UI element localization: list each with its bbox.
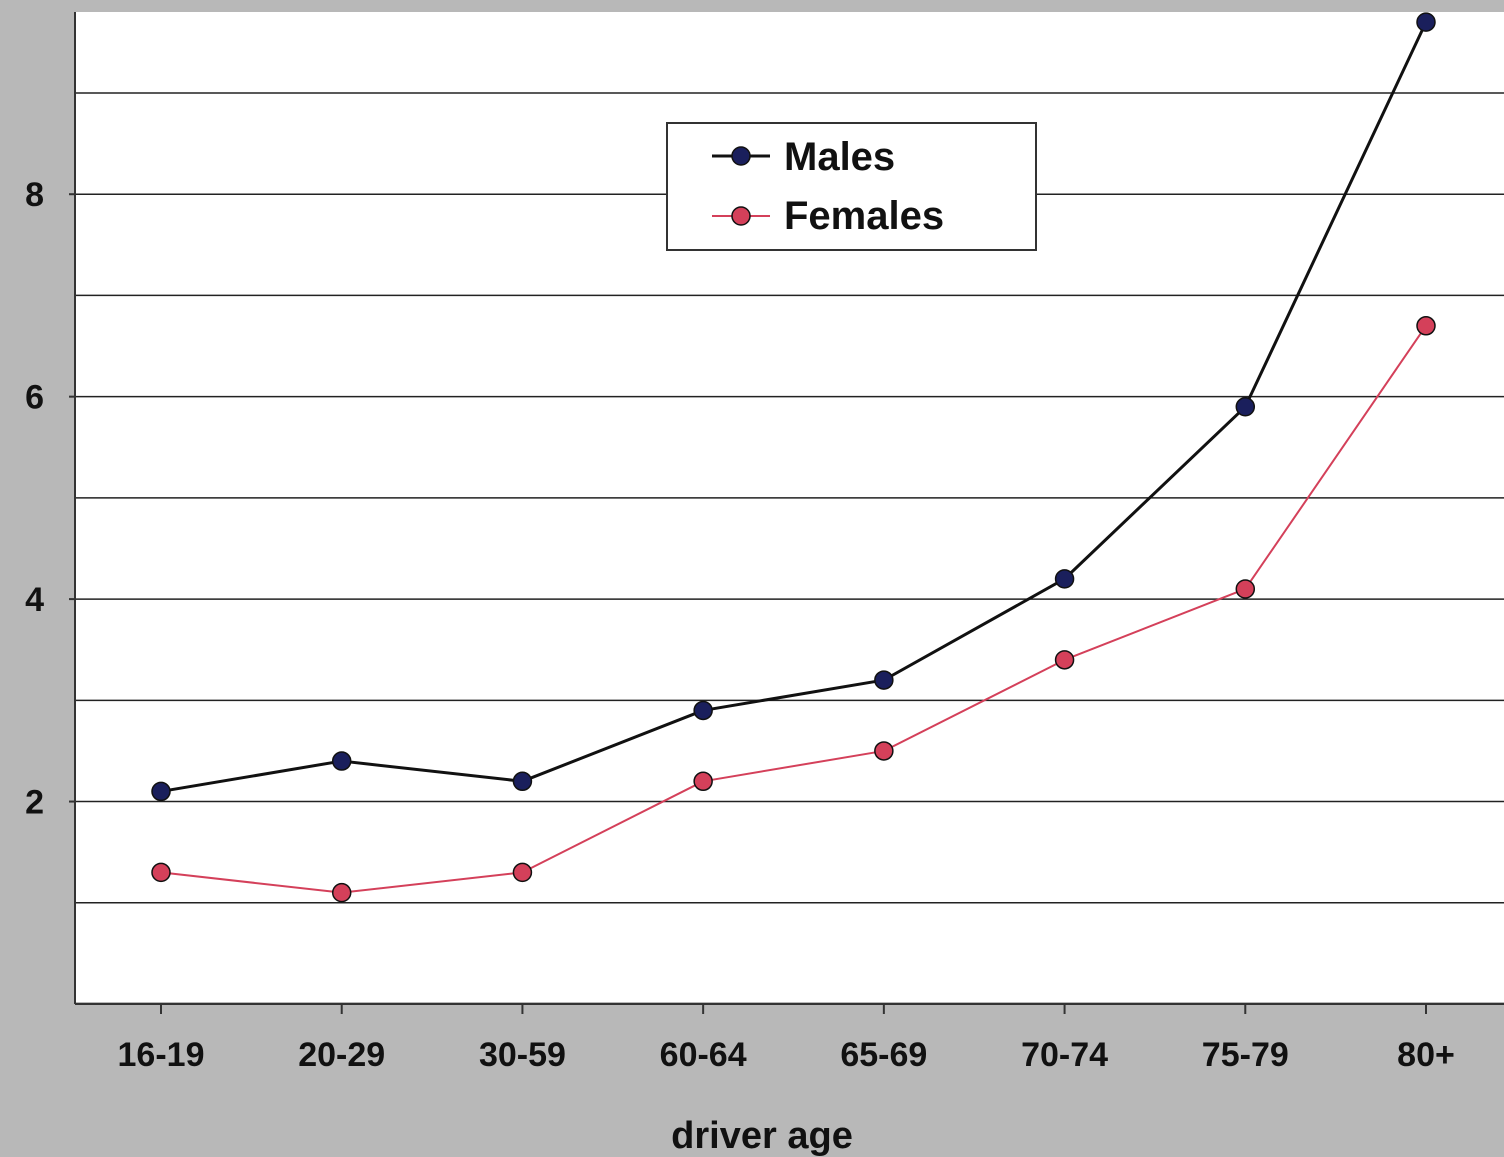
x-tick-label: 75-79 xyxy=(1202,1036,1289,1074)
data-point-males xyxy=(1235,397,1256,417)
data-point-males xyxy=(1416,12,1436,32)
legend-males-label: Males xyxy=(784,135,895,179)
x-tick-label: 30-59 xyxy=(479,1036,566,1074)
data-point-females xyxy=(1235,579,1256,599)
data-point-males xyxy=(874,670,894,690)
y-tick-labels: 2 4 6 8 xyxy=(25,176,75,822)
legend-females-label: Females xyxy=(784,194,944,238)
series xyxy=(151,12,1436,903)
legend-box xyxy=(666,122,1037,251)
series-line-females xyxy=(160,325,1427,894)
x-tick-label: 20-29 xyxy=(298,1036,385,1074)
axes xyxy=(74,12,1504,1005)
y-tick-label: 6 xyxy=(25,379,44,417)
gridlines xyxy=(75,92,1504,904)
data-point-males xyxy=(1054,569,1075,589)
data-point-females xyxy=(512,862,533,883)
data-point-females xyxy=(693,771,713,792)
data-point-females xyxy=(1416,316,1436,336)
data-point-males xyxy=(331,751,352,771)
series-line-males xyxy=(160,21,1428,793)
data-point-males xyxy=(693,700,713,721)
x-tick-label: 80+ xyxy=(1397,1036,1455,1074)
x-tick-label: 65-69 xyxy=(840,1036,927,1074)
y-tick-label: 2 xyxy=(25,784,44,822)
y-tick-label: 4 xyxy=(25,581,44,619)
data-point-males xyxy=(151,781,171,802)
x-tick-labels: 16-19 20-29 30-59 60-64 65-69 70-74 75-79 80+ xyxy=(118,1004,1455,1074)
data-point-females xyxy=(151,862,171,883)
legend: Males Females xyxy=(666,122,1037,251)
data-point-females xyxy=(1054,650,1075,670)
data-point-females xyxy=(331,882,352,903)
data-point-males xyxy=(512,771,533,792)
x-tick-label: 70-74 xyxy=(1021,1036,1108,1074)
data-point-females xyxy=(874,741,894,761)
legend-males-marker xyxy=(731,146,751,166)
x-tick-label: 16-19 xyxy=(118,1036,205,1074)
x-tick-label: 60-64 xyxy=(660,1036,747,1074)
x-axis-title: driver age xyxy=(671,1115,853,1157)
y-tick-label: 8 xyxy=(25,176,44,214)
legend-females-marker xyxy=(731,206,751,226)
